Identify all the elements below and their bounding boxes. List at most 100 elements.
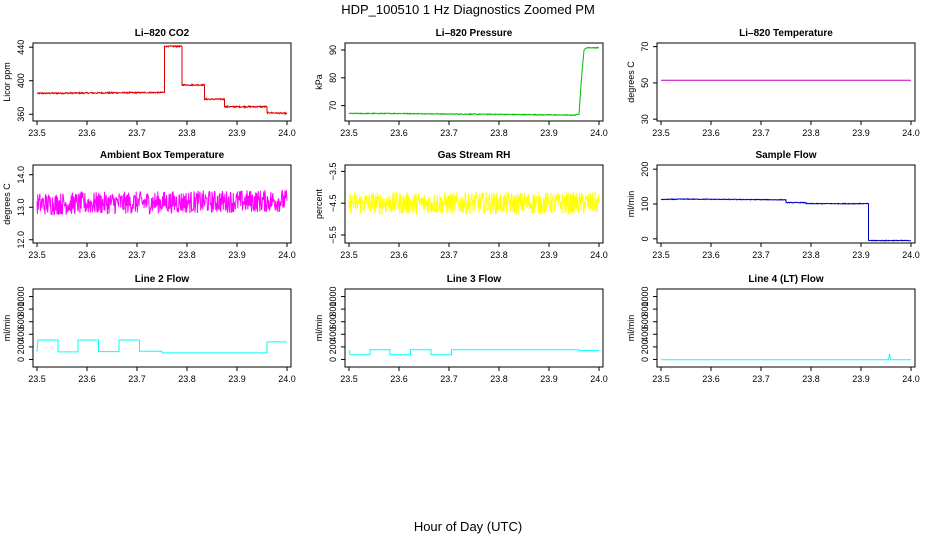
x-tick-label: 23.5 (652, 374, 670, 384)
plot-frame (656, 42, 916, 122)
x-tick-label: 23.7 (752, 128, 770, 138)
x-tick-label: 23.9 (852, 128, 870, 138)
y-tick-label: 200 (16, 339, 26, 354)
x-tick-label: 24.0 (590, 374, 608, 384)
x-tick-label: 23.7 (128, 374, 146, 384)
y-tick-label: 13.0 (16, 198, 26, 216)
x-tick-label: 23.5 (28, 250, 46, 260)
x-tick-label: 23.8 (490, 250, 508, 260)
panel-title: Gas Stream RH (438, 150, 511, 161)
y-axis-label: kPa (314, 74, 324, 90)
x-tick-label: 24.0 (278, 128, 296, 138)
y-axis-label: percent (314, 188, 324, 219)
x-tick-label: 23.6 (390, 128, 408, 138)
panel-2: Li–820 Pressure 23.5 23.6 23.7 23.8 23.9 24.0 7… (314, 28, 608, 138)
y-tick-label: 30 (640, 114, 650, 124)
y-tick-label: 12.0 (16, 231, 26, 249)
y-tick-label: 100 (640, 196, 650, 211)
x-tick-label: 23.9 (228, 250, 246, 260)
y-axis-label: ml/min (626, 191, 636, 218)
panel-7: Line 2 Flow 23.5 23.6 23.7 23.8 23.9 24.0 0 2004… (2, 274, 296, 384)
x-tick-label: 23.9 (228, 374, 246, 384)
plot-frame (344, 164, 604, 244)
x-tick-label: 24.0 (902, 250, 920, 260)
y-tick-label: 0 (328, 357, 338, 362)
x-tick-label: 23.5 (340, 128, 358, 138)
x-tick-label: 23.6 (390, 374, 408, 384)
y-tick-label: 600 (328, 314, 338, 329)
x-tick-label: 23.9 (540, 128, 558, 138)
x-tick-label: 23.8 (178, 250, 196, 260)
x-tick-label: 23.5 (340, 250, 358, 260)
y-axis-label: ml/min (314, 315, 324, 342)
y-axis-label: ml/min (2, 315, 12, 342)
y-tick-label: 80 (328, 73, 338, 83)
y-tick-label: 400 (640, 327, 650, 342)
y-tick-label: 70 (328, 101, 338, 111)
figure-title: HDP_100510 1 Hz Diagnostics Zoomed PM (341, 2, 595, 17)
x-tick-label: 23.6 (78, 128, 96, 138)
y-tick-label: 1000 (640, 287, 650, 307)
panel-title: Line 2 Flow (135, 274, 190, 285)
panel-title: Li–820 Temperature (739, 28, 833, 39)
y-tick-label: 0 (640, 236, 650, 241)
x-tick-label: 24.0 (902, 374, 920, 384)
plot-frame (32, 288, 292, 368)
y-tick-label: 1000 (16, 287, 26, 307)
y-tick-label: 400 (328, 327, 338, 342)
panel-8: Line 3 Flow 23.5 23.6 23.7 23.8 23.9 24.0 0 2004… (314, 274, 608, 384)
x-tick-label: 23.7 (440, 374, 458, 384)
y-axis-label: degrees C (626, 61, 636, 103)
plot-frame (344, 42, 604, 122)
x-tick-label: 24.0 (590, 128, 608, 138)
data-series-line (36, 339, 287, 354)
panel-1: Li–820 CO2 23.5 23.6 23.7 23.8 23.9 24.0 360 400… (2, 28, 296, 138)
x-tick-label: 23.5 (652, 250, 670, 260)
y-tick-label: 360 (16, 107, 26, 122)
x-tick-label: 23.6 (390, 250, 408, 260)
data-series-line (36, 44, 288, 116)
y-tick-label: 200 (640, 162, 650, 177)
x-tick-label: 23.7 (752, 374, 770, 384)
x-tick-label: 24.0 (278, 374, 296, 384)
panel-title: Li–820 Pressure (436, 28, 513, 39)
x-tick-label: 23.6 (78, 250, 96, 260)
y-tick-label: 600 (16, 314, 26, 329)
x-tick-label: 23.7 (128, 128, 146, 138)
x-tick-label: 23.6 (78, 374, 96, 384)
plot-frame (656, 164, 916, 244)
y-axis-label: ml/min (626, 315, 636, 342)
panel-5: Gas Stream RH 23.5 23.6 23.7 23.8 23.9 24.0 −5.… (314, 150, 608, 260)
x-tick-label: 23.5 (652, 128, 670, 138)
y-tick-label: 14.0 (16, 166, 26, 184)
x-tick-label: 23.9 (540, 250, 558, 260)
data-series-line (36, 189, 288, 216)
panel-9: Line 4 (LT) Flow 23.5 23.6 23.7 23.8 23.9 24.0… (626, 274, 920, 384)
data-series-line (661, 353, 911, 361)
x-tick-label: 23.9 (852, 250, 870, 260)
panel-title: Line 4 (LT) Flow (748, 274, 824, 285)
y-tick-label: 50 (640, 78, 650, 88)
x-tick-label: 24.0 (278, 250, 296, 260)
y-tick-label: 800 (328, 302, 338, 317)
x-tick-label: 23.7 (752, 250, 770, 260)
plot-frame (344, 288, 604, 368)
x-tick-label: 23.9 (852, 374, 870, 384)
x-tick-label: 23.8 (802, 250, 820, 260)
panel-title: Ambient Box Temperature (100, 150, 225, 161)
panel-title: Line 3 Flow (447, 274, 502, 285)
y-axis-label: degrees C (2, 183, 12, 225)
y-tick-label: 70 (640, 42, 650, 52)
x-tick-label: 23.8 (802, 374, 820, 384)
x-tick-label: 23.7 (440, 128, 458, 138)
y-tick-label: 600 (640, 314, 650, 329)
data-series-line (348, 46, 600, 117)
x-tick-label: 23.8 (802, 128, 820, 138)
y-tick-label: 400 (16, 327, 26, 342)
x-axis-label: Hour of Day (UTC) (413, 519, 523, 534)
y-tick-label: 440 (16, 40, 26, 55)
panel-title: Sample Flow (755, 150, 816, 161)
plot-frame (32, 164, 292, 244)
x-tick-label: 23.7 (440, 250, 458, 260)
